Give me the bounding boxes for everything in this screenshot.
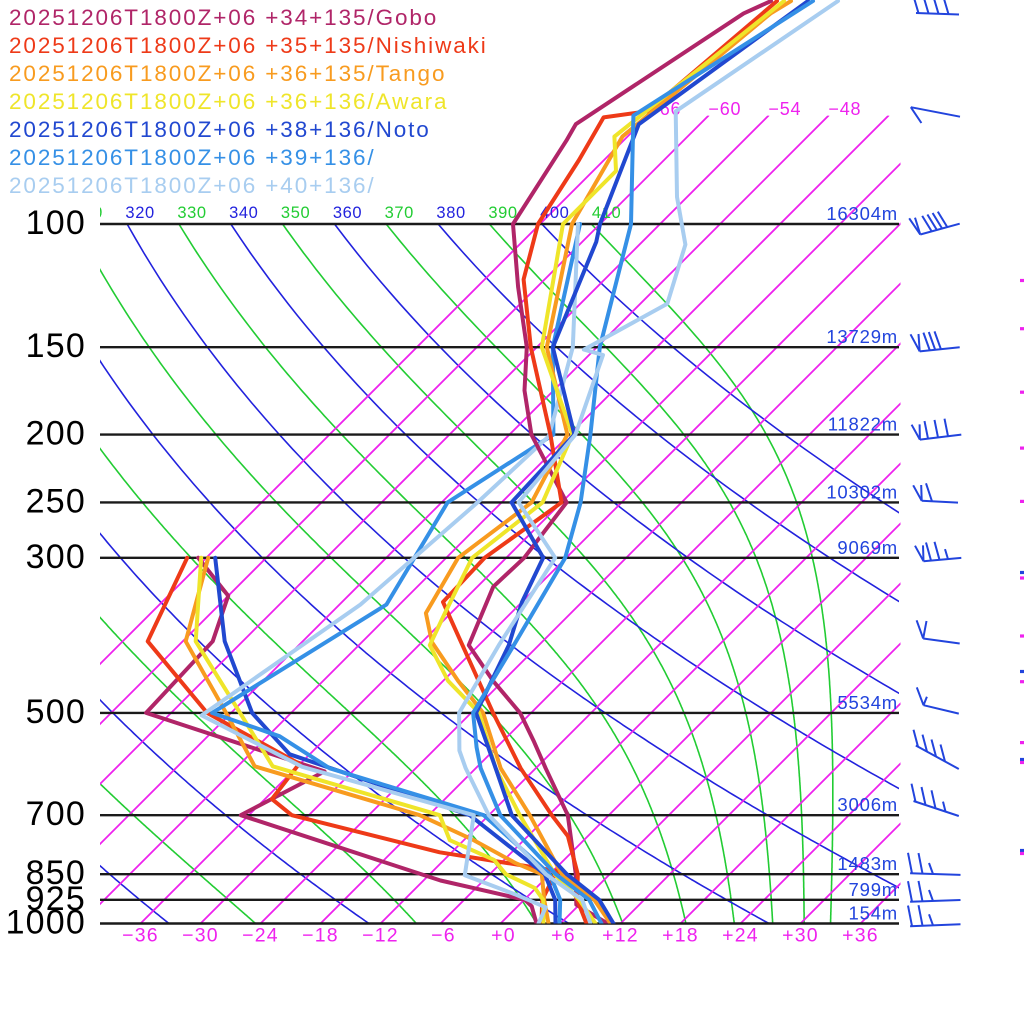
svg-text:20251206T1800Z+06 +36+135/Tang: 20251206T1800Z+06 +36+135/Tango (9, 61, 446, 86)
svg-text:370: 370 (385, 204, 414, 222)
svg-text:−30: −30 (182, 925, 219, 947)
svg-text:20251206T1800Z+06 +39+136/: 20251206T1800Z+06 +39+136/ (9, 145, 376, 170)
svg-text:−18: −18 (302, 925, 339, 947)
svg-text:+12: +12 (602, 925, 639, 947)
svg-text:799m: 799m (849, 879, 898, 900)
svg-text:16304m: 16304m (826, 203, 898, 224)
svg-text:+6: +6 (551, 925, 576, 947)
svg-text:+24: +24 (722, 925, 759, 947)
svg-text:5534m: 5534m (837, 692, 898, 713)
svg-text:1483m: 1483m (837, 853, 898, 874)
svg-text:20251206T1800Z+06 +36+136/Awar: 20251206T1800Z+06 +36+136/Awara (9, 89, 448, 114)
svg-text:300: 300 (26, 538, 86, 576)
svg-text:150: 150 (26, 327, 86, 365)
svg-text:340: 340 (229, 204, 258, 222)
svg-text:1000: 1000 (6, 904, 86, 942)
svg-text:−6: −6 (431, 925, 456, 947)
svg-text:360: 360 (333, 204, 362, 222)
svg-text:700: 700 (26, 795, 86, 833)
svg-text:11822m: 11822m (828, 414, 898, 435)
svg-text:13729m: 13729m (826, 326, 898, 347)
svg-text:+36: +36 (842, 925, 879, 947)
svg-text:+30: +30 (782, 925, 819, 947)
svg-text:390: 390 (488, 204, 517, 222)
svg-text:+0: +0 (491, 925, 516, 947)
svg-text:20251206T1800Z+06 +38+136/Noto: 20251206T1800Z+06 +38+136/Noto (9, 117, 431, 142)
svg-text:−54: −54 (768, 99, 801, 119)
svg-text:−24: −24 (242, 925, 279, 947)
svg-text:310: 310 (74, 204, 103, 222)
svg-text:350: 350 (281, 204, 310, 222)
svg-text:850: 850 (26, 854, 86, 892)
svg-text:500: 500 (26, 693, 86, 731)
svg-text:250: 250 (26, 482, 86, 520)
svg-text:−12: −12 (362, 925, 399, 947)
svg-text:+18: +18 (662, 925, 699, 947)
svg-text:154m: 154m (849, 903, 898, 924)
svg-text:−60: −60 (708, 99, 741, 119)
svg-text:10302m: 10302m (826, 481, 898, 502)
svg-text:100: 100 (26, 204, 86, 242)
svg-text:320: 320 (125, 204, 154, 222)
svg-text:20251206T1800Z+06 +34+135/Gobo: 20251206T1800Z+06 +34+135/Gobo (9, 5, 438, 30)
svg-text:−48: −48 (828, 99, 861, 119)
svg-text:200: 200 (26, 415, 86, 453)
svg-text:20251206T1800Z+06 +35+135/Nish: 20251206T1800Z+06 +35+135/Nishiwaki (9, 33, 488, 58)
svg-text:380: 380 (436, 204, 465, 222)
svg-text:3006m: 3006m (837, 794, 898, 815)
svg-text:−36: −36 (122, 925, 159, 947)
svg-text:330: 330 (177, 204, 206, 222)
svg-text:9069m: 9069m (837, 537, 898, 558)
svg-text:20251206T1800Z+06 +40+136/: 20251206T1800Z+06 +40+136/ (9, 173, 376, 198)
svg-text:925: 925 (26, 880, 86, 918)
